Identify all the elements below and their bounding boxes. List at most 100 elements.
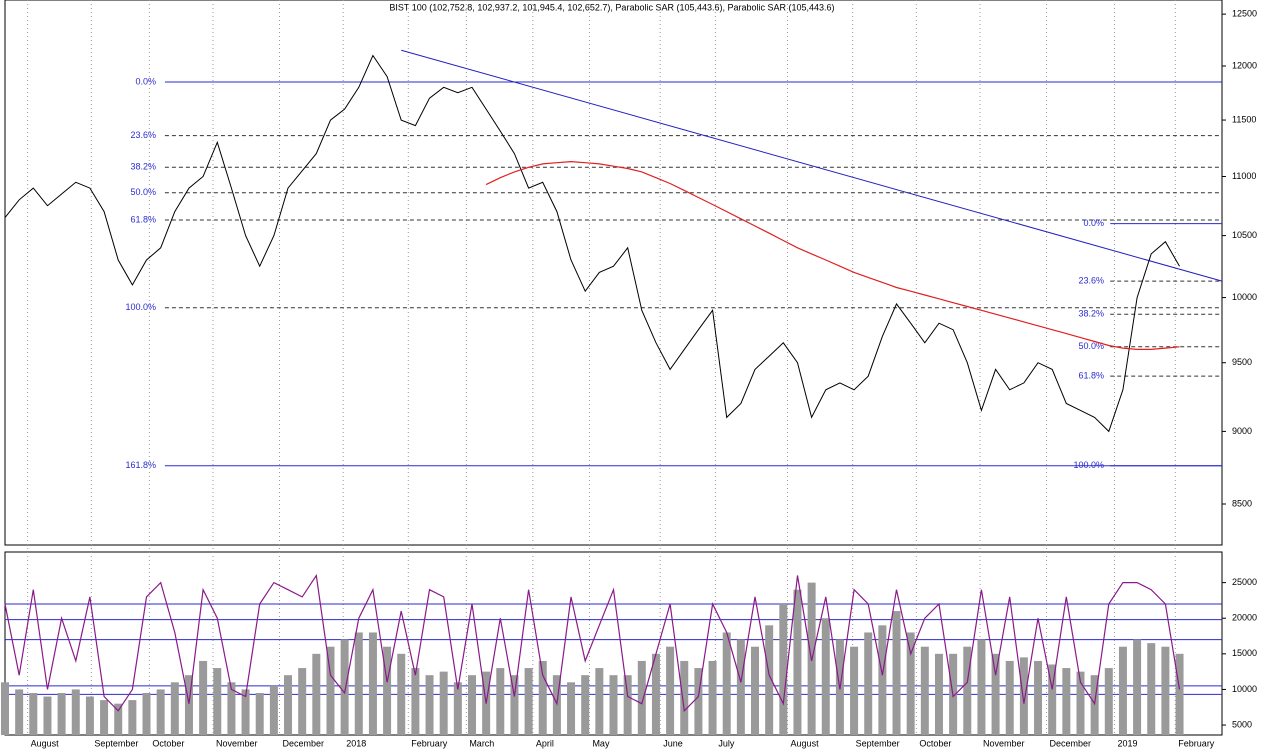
volume-bar <box>425 675 434 735</box>
volume-bar <box>57 692 66 735</box>
volume-bar <box>892 611 901 735</box>
y-tick-label: 15000 <box>1232 648 1257 658</box>
volume-bar <box>694 668 703 735</box>
volume-bar <box>977 639 986 735</box>
volume-bar <box>1076 671 1085 735</box>
x-tick-label: May <box>592 738 610 748</box>
y-tick-label: 12000 <box>1232 60 1257 70</box>
fib-label: 100.0% <box>1073 460 1104 470</box>
volume-bar <box>1019 657 1028 735</box>
volume-bar <box>920 646 929 735</box>
x-tick-label: April <box>536 738 554 748</box>
x-tick-label: September <box>94 738 138 748</box>
volume-bar <box>284 675 293 735</box>
fib-label: 100.0% <box>125 302 156 312</box>
volume-bar <box>1147 643 1156 735</box>
volume-bar <box>184 675 193 735</box>
x-tick-label: August <box>791 738 820 748</box>
volume-bar <box>43 696 52 735</box>
chart-title: BIST 100 (102,752.8, 102,937.2, 101,945.… <box>389 2 834 12</box>
volume-bar <box>609 675 618 735</box>
x-tick-label: February <box>1178 738 1215 748</box>
x-tick-label: 2019 <box>1117 738 1137 748</box>
x-tick-label: March <box>469 738 494 748</box>
fib-label: 38.2% <box>1078 309 1104 319</box>
x-tick-label: December <box>1050 738 1092 748</box>
fib-label: 38.2% <box>130 162 156 172</box>
volume-bar <box>397 653 406 735</box>
volume-bar <box>340 639 349 735</box>
volume-bar <box>1175 653 1184 735</box>
fib-label: 23.6% <box>130 130 156 140</box>
x-tick-label: June <box>663 738 683 748</box>
volume-bar <box>383 646 392 735</box>
volume-bar <box>581 675 590 735</box>
volume-bar <box>963 646 972 735</box>
y-tick-label: 9000 <box>1232 426 1252 436</box>
volume-bar <box>298 668 307 735</box>
y-tick-label: 25000 <box>1232 577 1257 587</box>
volume-bar <box>934 653 943 735</box>
fib-label: 161.8% <box>125 460 156 470</box>
y-tick-label: 10500 <box>1232 230 1257 240</box>
volume-bar <box>651 653 660 735</box>
volume-bar <box>241 689 250 735</box>
volume-bar <box>312 653 321 735</box>
y-tick-label: 5000 <box>1232 719 1252 729</box>
volume-bar <box>510 675 519 735</box>
volume-bar <box>567 682 576 735</box>
y-tick-label: 20000 <box>1232 613 1257 623</box>
x-tick-label: October <box>919 738 951 748</box>
volume-bar <box>213 668 222 735</box>
y-tick-label: 11000 <box>1232 171 1256 181</box>
y-tick-label: 8500 <box>1232 498 1252 508</box>
volume-bar <box>29 692 38 735</box>
volume-bar <box>85 696 94 735</box>
volume-bar <box>496 668 505 735</box>
volume-bar <box>1005 660 1014 735</box>
fib-label: 50.0% <box>130 187 156 197</box>
volume-bar <box>439 671 448 735</box>
volume-bar <box>453 682 462 735</box>
volume-bar <box>1 682 9 735</box>
volume-bar <box>170 682 179 735</box>
volume-bar <box>100 700 109 735</box>
fib-label: 61.8% <box>130 214 156 224</box>
x-tick-label: September <box>856 738 900 748</box>
volume-bar <box>793 589 802 735</box>
volume-bar <box>1161 646 1170 735</box>
volume-bar <box>637 660 646 735</box>
x-tick-label: February <box>411 738 448 748</box>
volume-bar <box>1104 668 1113 735</box>
volume-bar <box>524 668 533 735</box>
x-tick-label: October <box>152 738 184 748</box>
volume-bar <box>142 692 151 735</box>
volume-bar <box>850 646 859 735</box>
volume-bar <box>552 675 561 735</box>
volume-bar <box>354 632 363 735</box>
volume-bar <box>1034 660 1043 735</box>
trendline <box>401 49 1223 282</box>
volume-bar <box>326 646 335 735</box>
x-tick-label: December <box>283 738 325 748</box>
price-line <box>4 54 1180 433</box>
fib-label: 0.0% <box>1083 218 1104 228</box>
volume-bar <box>227 682 236 735</box>
volume-bar <box>1048 664 1057 735</box>
price-line <box>485 160 1180 350</box>
volume-bar <box>156 689 165 735</box>
volume-bar <box>255 692 264 735</box>
volume-bar <box>538 660 547 735</box>
volume-bar <box>751 646 760 735</box>
y-tick-label: 9500 <box>1232 357 1252 367</box>
fib-label: 0.0% <box>135 76 156 86</box>
volume-bar <box>1062 668 1071 735</box>
x-tick-label: November <box>983 738 1025 748</box>
volume-bar <box>906 632 915 735</box>
volume-bar <box>666 646 675 735</box>
fib-label: 23.6% <box>1078 276 1104 286</box>
volume-bar <box>680 660 689 735</box>
volume-bar <box>411 668 420 735</box>
